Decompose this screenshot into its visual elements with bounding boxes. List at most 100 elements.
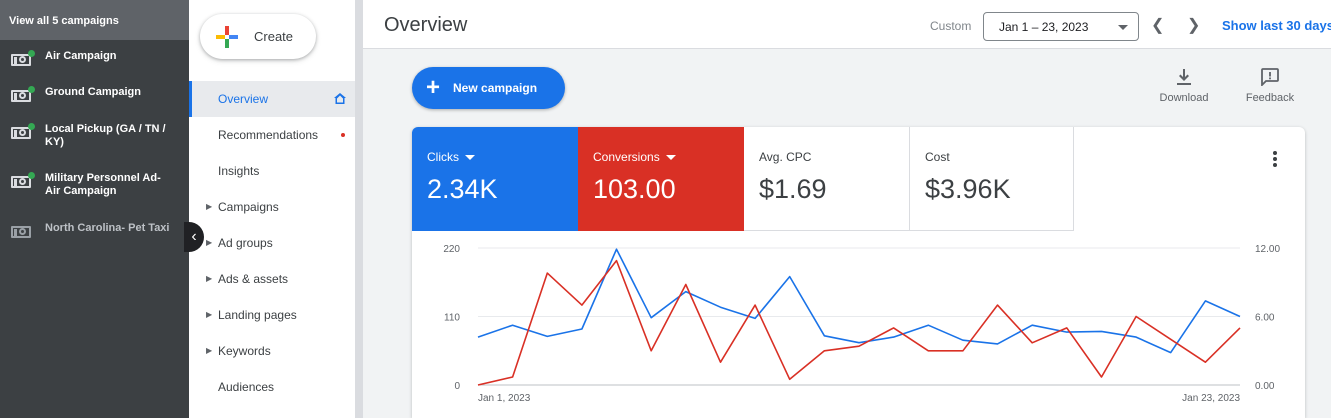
metric-value: 2.34K [427,174,498,204]
plus-multicolor-icon [216,25,238,48]
campaign-label: North Carolina- Pet Taxi [45,222,170,234]
metric-label: Cost [925,150,950,164]
previous-period-button[interactable]: ❮ [1151,15,1164,35]
nav-item-label: Ad groups [218,236,273,250]
download-button[interactable]: Download [1157,68,1211,104]
plus-icon: + [426,74,441,101]
caret-right-icon: ▶ [206,274,213,283]
date-range-select[interactable]: Jan 1 – 23, 2023 [983,12,1139,41]
campaign-panel: View all 5 campaigns Air Campaign Ground… [0,0,189,418]
chevron-right-icon: ❯ [1187,17,1201,34]
new-campaign-label: New campaign [453,81,538,95]
metric-tile-cost[interactable]: Cost $3.96K [910,127,1074,231]
status-enabled-dot [28,123,35,130]
metric-selector-clicks[interactable]: Clicks [427,150,578,164]
new-campaign-button[interactable]: + New campaign [412,67,565,109]
nav-item-campaigns[interactable]: ▶ Campaigns [189,189,355,225]
nav-item-label: Campaigns [218,200,279,214]
metric-value: $1.69 [759,174,827,204]
home-icon [334,93,346,104]
dropdown-caret-icon [465,154,475,160]
campaign-item-military[interactable]: Military Personnel Ad-Air Campaign [0,172,189,198]
metric-tile-avg-cpc[interactable]: Avg. CPC $1.69 [744,127,910,231]
y-left-tick-label: 110 [444,313,460,324]
nav-item-insights[interactable]: Insights [189,153,355,189]
feedback-button[interactable]: Feedback [1243,68,1297,104]
download-icon [1177,69,1191,85]
metric-label: Avg. CPC [759,150,812,164]
more-options-icon[interactable] [1269,151,1281,169]
nav-item-label: Landing pages [218,308,297,322]
search-campaign-icon [11,172,35,188]
metric-tile-clicks[interactable]: Clicks 2.34K [412,127,578,231]
navigation-panel: Create Overview Recommendations Insights… [189,0,355,418]
campaign-label: Local Pickup (GA / TN / KY) [45,123,166,148]
campaign-item-local-pickup[interactable]: Local Pickup (GA / TN / KY) [0,123,189,149]
search-campaign-icon [11,123,35,139]
nav-item-ad-groups[interactable]: ▶ Ad groups [189,225,355,261]
download-label: Download [1159,92,1209,104]
nav-item-label: Overview [218,92,269,106]
caret-right-icon: ▶ [206,346,213,355]
search-campaign-icon [11,50,35,66]
status-enabled-dot [28,172,35,179]
create-button[interactable]: Create [200,14,316,59]
caret-right-icon: ▶ [206,202,213,211]
performance-line-chart: 0 0.00 110 6.00 220 12.00 Jan 1, 2023 Jan 23, 2… [443,244,1280,404]
next-period-button[interactable]: ❯ [1187,15,1200,35]
metric-tile-conversions[interactable]: Conversions 103.00 [578,127,744,231]
campaign-label: Ground Campaign [45,86,141,98]
feedback-icon [1261,68,1279,86]
performance-card: Clicks 2.34K Conversions 103.00 Avg. CPC… [412,127,1305,418]
campaign-label: Air Campaign [45,50,117,62]
status-enabled-dot [28,86,35,93]
nav-item-label: Insights [218,164,260,178]
caret-right-icon: ▶ [206,238,213,247]
collapse-panel-button[interactable]: ‹ [184,222,204,252]
series-line-conversions [477,259,1241,386]
x-tick-label: Jan 1, 2023 [478,393,531,404]
page-title: Overview [384,14,468,36]
nav-item-label: Ads & assets [218,272,289,286]
panel-divider[interactable] [355,0,363,418]
search-campaign-icon [11,86,35,102]
notification-dot [341,133,345,137]
y-left-tick-label: 0 [454,381,460,392]
campaign-item-ground[interactable]: Ground Campaign [0,86,189,102]
series-line-clicks [477,248,1241,354]
status-enabled-dot [28,50,35,57]
caret-right-icon: ▶ [206,310,213,319]
y-right-tick-label: 0.00 [1255,381,1275,392]
create-label: Create [254,29,294,44]
nav-item-recommendations[interactable]: Recommendations [189,117,355,153]
y-right-tick-label: 6.00 [1255,313,1275,324]
show-last-30-days-link[interactable]: Show last 30 days [1222,18,1331,33]
metric-selector-conversions[interactable]: Conversions [593,150,744,164]
dropdown-caret-icon [665,154,676,160]
nav-item-label: Audiences [218,380,275,394]
campaign-item-air[interactable]: Air Campaign [0,50,189,66]
dropdown-caret-icon [1118,25,1128,30]
metric-value: 103.00 [593,174,676,204]
nav-item-label: Keywords [218,344,271,358]
nav-item-audiences[interactable]: Audiences [189,369,355,405]
metric-label: Conversions [593,150,660,164]
nav-item-label: Recommendations [218,128,319,142]
y-left-tick-label: 220 [443,244,460,255]
metric-value: $3.96K [925,174,1011,204]
date-range-value: Jan 1 – 23, 2023 [999,20,1089,34]
nav-item-landing-pages[interactable]: ▶ Landing pages [189,297,355,333]
top-bar: Overview Custom Jan 1 – 23, 2023 ❮ ❯ Sho… [363,0,1331,49]
date-range-type-label: Custom [930,19,972,33]
nav-item-overview[interactable]: Overview [189,81,355,117]
campaign-label: Military Personnel Ad-Air Campaign [45,172,161,197]
campaign-item-north-carolina[interactable]: North Carolina- Pet Taxi [0,222,189,238]
feedback-label: Feedback [1245,92,1295,104]
nav-item-ads-assets[interactable]: ▶ Ads & assets [189,261,355,297]
nav-item-keywords[interactable]: ▶ Keywords [189,333,355,369]
y-right-tick-label: 12.00 [1255,244,1280,255]
x-tick-label: Jan 23, 2023 [1182,393,1240,404]
metric-label: Clicks [427,150,459,164]
view-all-campaigns-link[interactable]: View all 5 campaigns [0,0,189,40]
chevron-left-icon: ❮ [1151,17,1165,34]
